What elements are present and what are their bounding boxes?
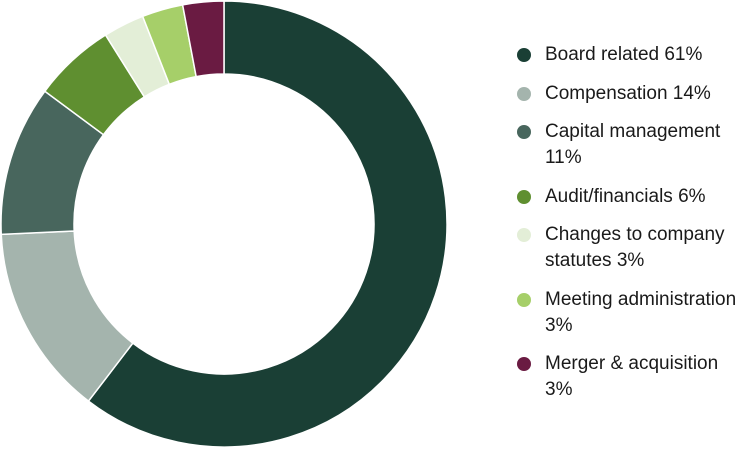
legend-item: Meeting administration 3% [514,287,750,339]
legend-item: Capital management 11% [514,119,750,171]
legend-label: Merger & acquisition 3% [545,353,719,400]
legend-item: Board related 61% [514,42,750,68]
legend-marker-icon [517,189,531,204]
legend-marker-icon [517,86,531,101]
legend-marker-icon [517,228,531,242]
legend-label: Changes to company statutes 3% [545,224,725,271]
legend-marker-icon [517,292,531,307]
donut-chart [0,0,448,448]
legend-item: Changes to company statutes 3% [514,222,750,274]
legend-marker-icon [517,125,531,139]
legend-label: Meeting administration 3% [545,288,737,336]
slice-board-related [87,0,448,448]
legend-item: Merger & acquisition 3% [514,351,750,403]
legend-label: Compensation 14% [545,82,711,104]
legend-label: Audit/financials 6% [545,185,706,207]
legend-label: Capital management 11% [545,121,721,168]
legend: Board related 61% Compensation 14% Capital… [514,42,750,416]
legend-label: Board related 61% [545,44,703,65]
legend-item: Audit/financials 6% [514,184,750,210]
legend-item: Compensation 14% [514,81,750,107]
slice-merger-acquisition [181,0,225,78]
legend-marker-icon [517,48,531,62]
legend-marker-icon [517,357,531,371]
